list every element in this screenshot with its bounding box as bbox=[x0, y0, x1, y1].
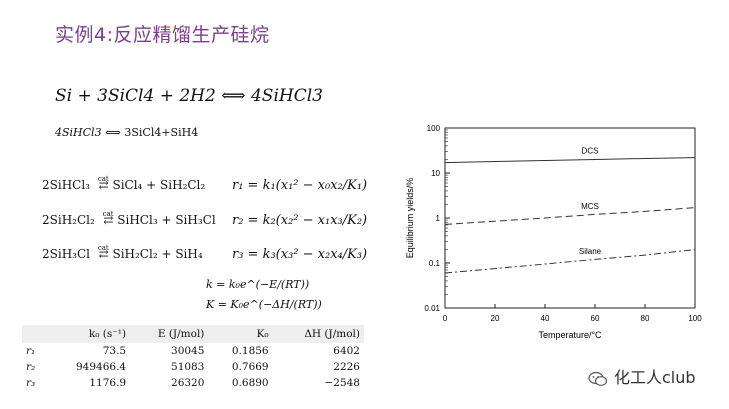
parameter-table: k₀ (s⁻¹) E (J/mol) K₀ ΔH (J/mol) r₁ 73.5… bbox=[22, 325, 364, 391]
reaction-1-lhs: 2SiHCl₃ bbox=[42, 178, 90, 192]
plot-frame bbox=[444, 127, 696, 309]
wechat-icon bbox=[588, 371, 608, 386]
x-axis-label: Temperature/°C bbox=[538, 330, 602, 340]
x-tick-label: 100 bbox=[688, 314, 702, 323]
reaction-1-cat: cat bbox=[97, 175, 109, 183]
equilibrium-arrow: ⇄ bbox=[103, 213, 114, 227]
reaction-2-lhs: 2SiH₂Cl₂ bbox=[42, 213, 95, 227]
series-label-mcs: MCS bbox=[581, 202, 599, 211]
table-cell: 0.6890 bbox=[231, 377, 269, 389]
equilibrium-arrow: ⇄ bbox=[98, 178, 109, 192]
table-cell: r₂ bbox=[26, 361, 36, 373]
x-tick-label: 80 bbox=[641, 314, 650, 323]
reaction-3-lhs: 2SiH₃Cl bbox=[42, 247, 90, 261]
table-row: r₁ 73.5 30045 0.1856 6402 bbox=[22, 343, 364, 359]
table-cell: 6402 bbox=[333, 345, 360, 357]
main-equation: Si + 3SiCl4 + 2H2 ⟺ 4SiHCl3 bbox=[55, 86, 323, 106]
rate-equation-2: r₂ = k₂(x₂² − x₁x₃/K₂) bbox=[232, 213, 368, 228]
rate-equation-3: r₃ = k₃(x₃² − x₂x₄/K₃) bbox=[232, 247, 368, 262]
K-equation: K = K₀e^(−ΔH/(RT)) bbox=[206, 298, 322, 311]
x-tick-label: 60 bbox=[591, 314, 600, 323]
table-cell: 0.7669 bbox=[231, 361, 269, 373]
table-header: k₀ (s⁻¹) bbox=[46, 325, 131, 343]
series-line-mcs bbox=[444, 207, 696, 225]
table-header: E (J/mol) bbox=[130, 325, 209, 343]
equilibrium-arrow: ⇄ bbox=[98, 247, 109, 261]
footer-brand: 化工人club bbox=[588, 364, 696, 388]
series-label-dcs: DCS bbox=[582, 147, 599, 156]
table-header bbox=[22, 325, 47, 343]
table-header: K₀ bbox=[208, 325, 273, 343]
table-cell: −2548 bbox=[324, 377, 360, 389]
secondary-equation-arrow: ⟺ bbox=[105, 126, 121, 139]
series-label-silane: Silane bbox=[579, 247, 602, 256]
table-header-row: k₀ (s⁻¹) E (J/mol) K₀ ΔH (J/mol) bbox=[22, 325, 364, 343]
y-tick-label: 0.01 bbox=[424, 304, 440, 313]
table-cell: 949466.4 bbox=[75, 361, 127, 373]
reaction-3-cat: cat bbox=[97, 244, 109, 252]
table-row: r₃ 1176.9 26320 0.6890 −2548 bbox=[22, 375, 364, 391]
reaction-2-cat: cat bbox=[102, 210, 114, 218]
table-cell: 1176.9 bbox=[89, 377, 127, 389]
table-cell: 73.5 bbox=[102, 345, 127, 357]
equilibrium-yield-chart: 0 20 40 60 80 100 0.01 0.1 1 10 100 Temperature/°C E… bbox=[405, 124, 702, 340]
table-header: ΔH (J/mol) bbox=[272, 325, 364, 343]
table-cell: 30045 bbox=[171, 345, 205, 357]
y-tick-label: 10 bbox=[431, 169, 440, 178]
reaction-2-rhs: SiHCl₃ + SiH₃Cl bbox=[117, 213, 216, 227]
reaction-3-rhs: SiH₂Cl₂ + SiH₄ bbox=[112, 247, 203, 261]
reaction-1-rhs: SiCl₄ + SiH₂Cl₂ bbox=[112, 178, 206, 192]
footer-text: 化工人club bbox=[614, 368, 696, 387]
y-axis-label: Equilibrium yields/% bbox=[405, 178, 415, 259]
table-cell: 26320 bbox=[171, 377, 205, 389]
x-tick-label: 20 bbox=[491, 314, 500, 323]
table-cell: 0.1856 bbox=[231, 345, 269, 357]
reaction-1: 2SiHCl₃ cat ⇄ SiCl₄ + SiH₂Cl₂ bbox=[42, 175, 206, 192]
rate-equation-1: r₁ = k₁(x₁² − x₀x₂/K₁) bbox=[232, 178, 368, 193]
series-line-dcs bbox=[444, 157, 696, 164]
k-equation: k = k₀e^(−E/(RT)) bbox=[206, 278, 310, 291]
secondary-equation-rhs: 3SiCl4+SiH4 bbox=[124, 126, 199, 139]
y-tick-label: 100 bbox=[427, 124, 441, 133]
table-cell: 2226 bbox=[333, 361, 360, 373]
y-tick-label: 1 bbox=[436, 214, 441, 223]
secondary-equation: 4SiHCl3 ⟺ 3SiCl4+SiH4 bbox=[55, 126, 198, 139]
x-tick-label: 40 bbox=[541, 314, 550, 323]
reaction-3: 2SiH₃Cl cat ⇄ SiH₂Cl₂ + SiH₄ bbox=[42, 244, 203, 261]
reaction-2: 2SiH₂Cl₂ cat ⇄ SiHCl₃ + SiH₃Cl bbox=[42, 210, 216, 227]
table-cell: r₃ bbox=[26, 377, 36, 389]
page-title: 实例4:反应精馏生产硅烷 bbox=[55, 24, 270, 46]
table-cell: r₁ bbox=[26, 345, 36, 357]
x-tick-label: 0 bbox=[443, 314, 448, 323]
series-line-silane bbox=[444, 249, 696, 274]
secondary-equation-lhs: 4SiHCl3 bbox=[55, 126, 102, 139]
table-row: r₂ 949466.4 51083 0.7669 2226 bbox=[22, 359, 364, 375]
table-cell: 51083 bbox=[171, 361, 205, 373]
y-tick-label: 0.1 bbox=[429, 259, 441, 268]
